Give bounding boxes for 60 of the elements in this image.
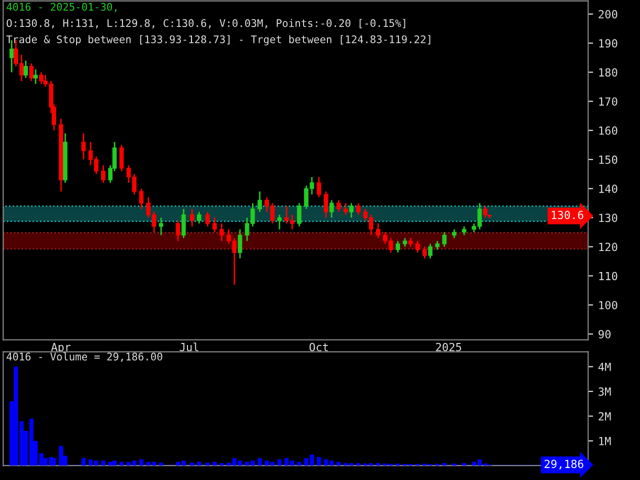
y-tick-label: 140 [599,184,618,193]
candlestick [329,200,334,218]
candlestick [376,222,380,239]
candlestick [81,132,86,160]
ref-line-label: 130.6 [552,210,584,220]
candlestick [336,200,341,213]
x-tick-label: Apr [51,343,71,354]
candlestick [349,202,354,218]
candlestick [176,220,180,242]
y-tick-label: 170 [599,97,618,106]
x-tick-label: 2025 [436,342,462,352]
y-tick-label: 4M [598,362,611,371]
candlestick [258,190,262,213]
x-tick-label: Oct [310,342,328,352]
y-tick-label: 160 [599,126,618,135]
candlestick [277,214,282,230]
candlestick [356,202,361,216]
y-tick-label: 2M [598,412,611,420]
candlestick [344,202,348,216]
x-tick-label: Jul [180,342,198,352]
candlestick [29,62,34,82]
y-tick-label: 3M [598,387,611,396]
candlestick [196,211,202,224]
y-tick-label: 200 [598,10,618,18]
y-tick-label: 130 [599,214,618,222]
y-tick-label: 1M [599,437,611,446]
y-tick-label: 190 [599,39,618,48]
y-tick-label: 100 [599,300,618,310]
candlestick [316,176,322,198]
y-tick-label: 120 [599,242,618,252]
annotation: Trade & Stop between [133.93-128.73] - Trget between [124.83-119.22] [6,35,430,46]
candlestick [415,240,420,254]
candlestick [181,208,186,239]
candlestick [238,228,242,260]
candlestick [442,232,447,248]
candlestick [205,211,210,228]
ref-line-label: 29,186 [544,460,584,470]
y-tick-label: 150 [599,155,618,164]
candlestick [212,216,217,233]
candlestick [396,240,400,254]
candlestick [190,208,194,228]
candlestick [297,202,302,228]
candlestick [428,243,432,260]
y-tick-label: 180 [599,68,618,77]
candlestick [219,222,224,242]
y-tick-label: 110 [599,272,618,280]
candlestick [422,246,427,260]
candlestick [101,164,106,184]
candlestick [119,144,124,172]
candlestick [158,216,164,236]
text: O:130.8, H:131, L:129.8, C:130.6, V:0.03M, Points:-0.20 [-0.15%] [6,18,406,28]
candlestick [139,188,144,210]
y-tick-label: 90 [598,330,611,338]
candlestick [324,190,328,218]
chart-title: 4016 - Volume = 29,186.00 [6,352,162,362]
candlestick [39,72,44,85]
candlestick [33,68,38,85]
candlestick [483,205,488,218]
chart-title: 4016 - 2025-01-30, [6,2,117,12]
candlestick [24,60,28,79]
